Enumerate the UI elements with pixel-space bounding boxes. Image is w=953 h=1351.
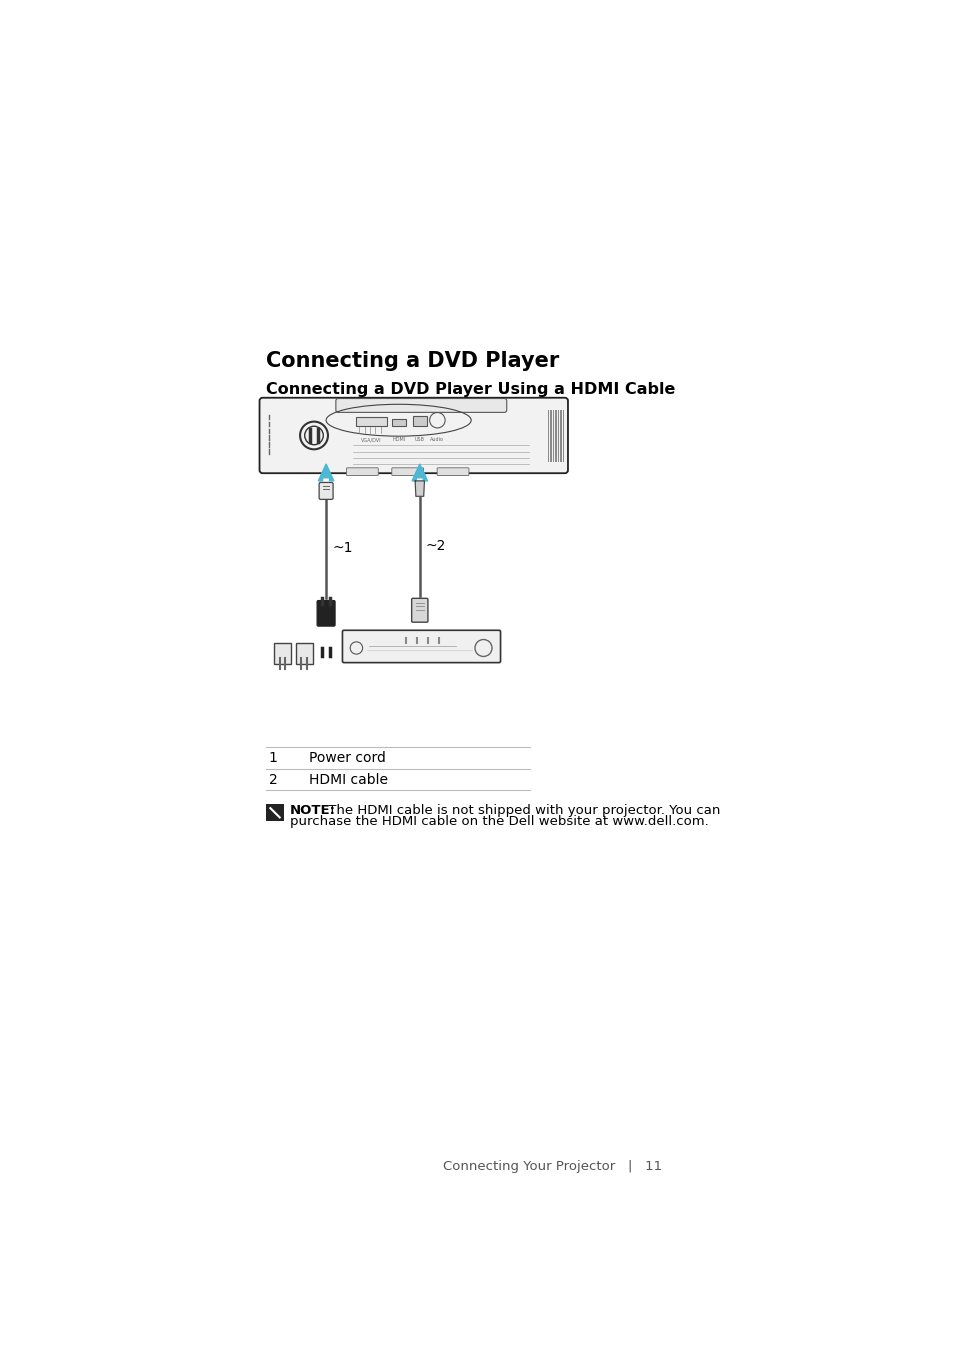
- FancyBboxPatch shape: [319, 482, 333, 500]
- FancyBboxPatch shape: [335, 399, 506, 412]
- FancyBboxPatch shape: [392, 467, 423, 476]
- Text: Connecting a DVD Player Using a HDMI Cable: Connecting a DVD Player Using a HDMI Cab…: [266, 381, 675, 397]
- Text: purchase the HDMI cable on the Dell website at www.dell.com.: purchase the HDMI cable on the Dell webs…: [290, 815, 708, 828]
- Text: The HDMI cable is not shipped with your projector. You can: The HDMI cable is not shipped with your …: [323, 804, 720, 817]
- FancyBboxPatch shape: [259, 397, 567, 473]
- Text: HDMI: HDMI: [392, 438, 405, 442]
- FancyBboxPatch shape: [316, 601, 335, 626]
- FancyArrow shape: [412, 463, 427, 481]
- Polygon shape: [415, 481, 424, 496]
- Text: Connecting a DVD Player: Connecting a DVD Player: [266, 351, 559, 370]
- Text: USB: USB: [415, 438, 424, 442]
- Bar: [266, 804, 283, 821]
- FancyBboxPatch shape: [436, 467, 469, 476]
- Bar: [274, 643, 291, 665]
- FancyArrow shape: [318, 463, 334, 481]
- Text: ~1: ~1: [332, 540, 353, 555]
- Text: NOTE:: NOTE:: [290, 804, 335, 817]
- Bar: [355, 417, 387, 427]
- Text: 1: 1: [269, 751, 277, 765]
- Text: ~2: ~2: [426, 539, 446, 554]
- Text: VGA/DVI: VGA/DVI: [361, 438, 381, 442]
- Text: Audio: Audio: [430, 438, 444, 442]
- Bar: [412, 416, 426, 427]
- Text: HDMI cable: HDMI cable: [309, 773, 388, 786]
- Text: 2: 2: [269, 773, 277, 786]
- Text: Power cord: Power cord: [309, 751, 386, 765]
- FancyBboxPatch shape: [342, 631, 500, 662]
- FancyBboxPatch shape: [346, 467, 377, 476]
- FancyBboxPatch shape: [412, 598, 428, 623]
- Bar: [295, 643, 313, 665]
- Bar: [392, 419, 406, 427]
- Text: Connecting Your Projector   |   11: Connecting Your Projector | 11: [442, 1161, 661, 1174]
